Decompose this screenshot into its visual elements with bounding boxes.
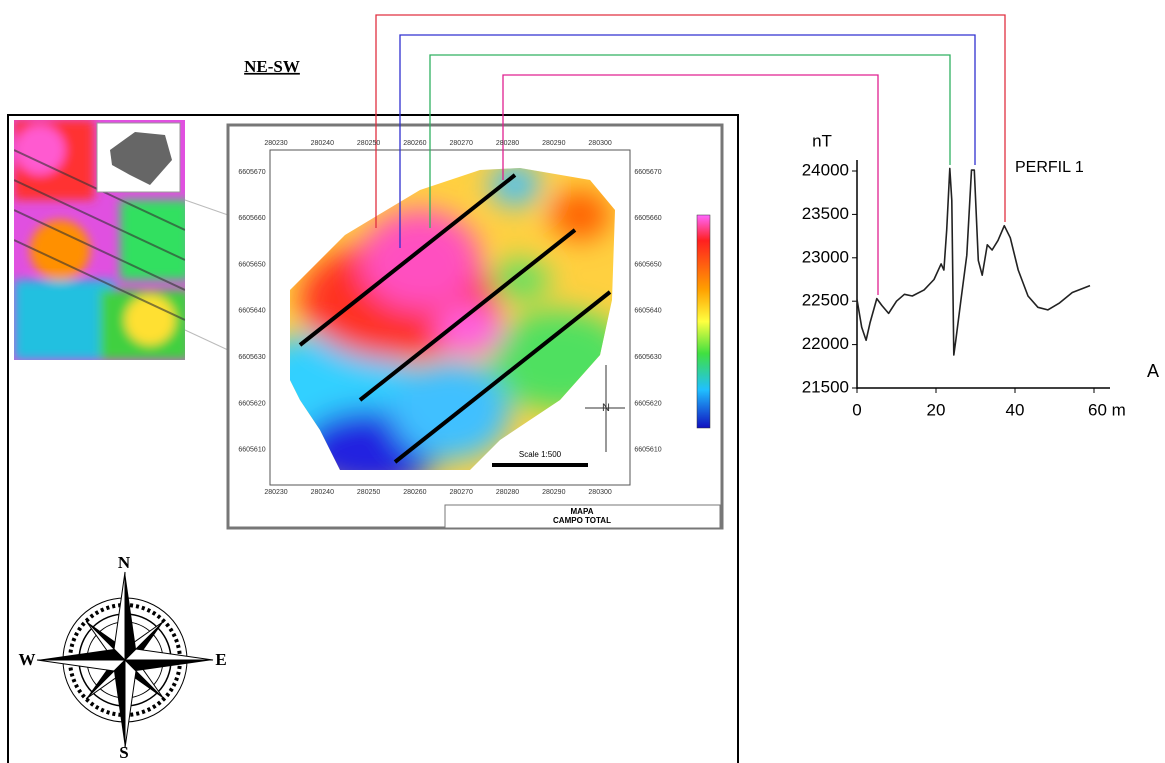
y-tick-label: 24000	[802, 160, 849, 179]
y-tick-label: 22000	[802, 334, 849, 353]
map-x-tick-label: 280240	[311, 140, 334, 147]
map-y-tick-label: 6605650	[634, 261, 661, 268]
color-bar	[697, 215, 710, 428]
map-x-tick-label: 280230	[264, 140, 287, 147]
map-y-tick-label: 6605640	[238, 308, 265, 315]
compass-rose	[37, 572, 213, 748]
map-x-tick-label: 280270	[450, 140, 473, 147]
map-x-tick-label: 280300	[588, 140, 611, 147]
y-tick-label: 23000	[802, 247, 849, 266]
profile-chart: nT PERFIL 1 A 21500 22000 22500 23000 23500 2…	[802, 131, 1159, 419]
y-tick-label: 22500	[802, 291, 849, 310]
x-tick-label: 0	[852, 400, 861, 419]
map-y-tick-label: 6605650	[238, 261, 265, 268]
map-y-tick-label: 6605660	[238, 215, 265, 222]
chart-title: PERFIL 1	[1015, 159, 1084, 176]
profile-line	[857, 168, 1090, 355]
map-x-tick-label: 280230	[264, 489, 287, 496]
map-y-tick-label: 6605640	[634, 308, 661, 315]
y-axis-label: nT	[812, 131, 832, 150]
x-axis-label: A	[1147, 361, 1159, 381]
map-x-tick-label: 280250	[357, 489, 380, 496]
heading: NE-SW	[244, 57, 300, 76]
inset-pointer	[185, 330, 228, 350]
scale-bar	[492, 463, 588, 467]
x-tick-label: 20	[927, 400, 946, 419]
map-y-tick-label: 6605610	[634, 447, 661, 454]
map-y-tick-label: 6605620	[238, 400, 265, 407]
figure: NE-SW	[0, 0, 1165, 763]
y-tick-label: 23500	[802, 204, 849, 223]
map-x-tick-label: 280260	[403, 140, 426, 147]
title-block-text: CAMPO TOTAL	[553, 516, 611, 525]
north-label: N	[602, 402, 610, 414]
inset-pointer	[185, 200, 228, 215]
map-x-tick-label: 280250	[357, 140, 380, 147]
x-tick-label: 40	[1006, 400, 1025, 419]
map-y-tick-label: 6605670	[634, 169, 661, 176]
map-y-tick-label: 6605630	[238, 354, 265, 361]
y-tick-label: 21500	[802, 377, 849, 396]
inset-map	[14, 120, 190, 360]
map-y-tick-label: 6605660	[634, 215, 661, 222]
map-x-tick-label: 280290	[542, 489, 565, 496]
x-tick-label: 60 m	[1088, 400, 1126, 419]
map-y-tick-label: 6605670	[238, 169, 265, 176]
map-x-tick-label: 280290	[542, 140, 565, 147]
map-x-tick-label: 280300	[588, 489, 611, 496]
scale-label: Scale 1:500	[519, 450, 562, 459]
map-y-tick-label: 6605610	[238, 447, 265, 454]
map-x-tick-label: 280260	[403, 489, 426, 496]
title-block-text: MAPA	[571, 507, 594, 516]
map-x-tick-label: 280280	[496, 140, 519, 147]
map-y-tick-label: 6605620	[634, 400, 661, 407]
map-y-tick-label: 6605630	[634, 354, 661, 361]
compass-south: S	[119, 743, 128, 762]
compass-west: W	[19, 650, 36, 669]
compass-east: E	[215, 650, 226, 669]
map-x-tick-label: 280270	[450, 489, 473, 496]
map-x-tick-label: 280280	[496, 489, 519, 496]
map-x-tick-label: 280240	[311, 489, 334, 496]
compass-north: N	[118, 553, 131, 572]
